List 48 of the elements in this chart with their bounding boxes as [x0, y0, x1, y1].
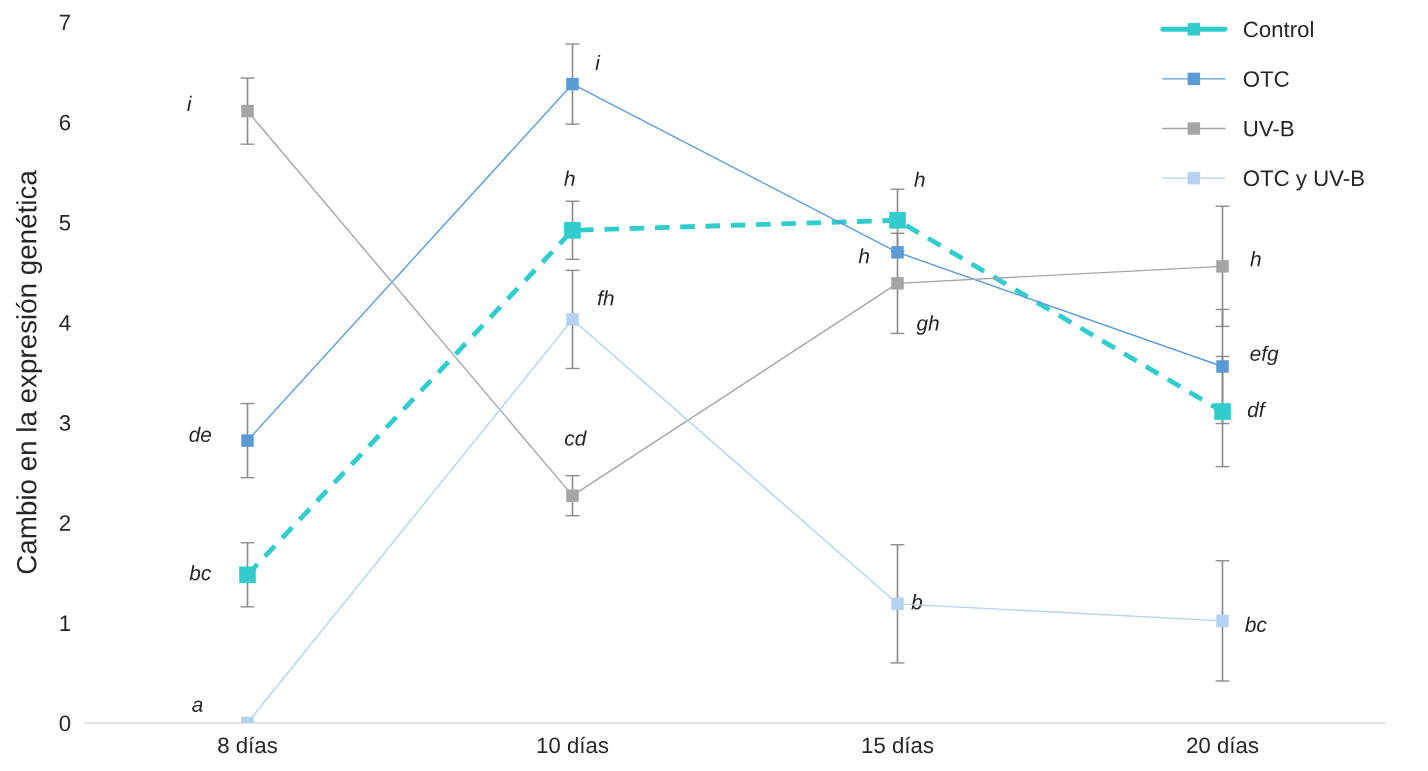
- point: [1216, 360, 1229, 373]
- point: [1216, 260, 1229, 273]
- x-tick-label: 10 días: [537, 736, 609, 754]
- point: [1216, 614, 1229, 628]
- annotation: i: [595, 54, 601, 71]
- annotation: b: [911, 594, 923, 610]
- y-tick-label: 1: [60, 615, 71, 631]
- annotation: h: [858, 248, 870, 264]
- annotation: cd: [564, 430, 587, 446]
- legend-label: Control: [1243, 20, 1313, 38]
- point: [1214, 403, 1231, 420]
- annotation: h: [1250, 251, 1261, 267]
- y-tick-label: 2: [59, 515, 70, 531]
- legend-label: OTC: [1243, 71, 1289, 87]
- point: [566, 313, 579, 326]
- point: [566, 77, 579, 91]
- point: [891, 277, 904, 290]
- annotation: h: [914, 171, 925, 187]
- y-tick-label: 0: [59, 715, 71, 732]
- point: [891, 597, 904, 611]
- annotation: de: [189, 426, 212, 443]
- y-tick-label: 5: [59, 215, 71, 231]
- annotation: gh: [916, 315, 939, 335]
- legend-label: OTC y UV-B: [1243, 170, 1364, 191]
- x-tick-label: 20 días: [1187, 736, 1259, 754]
- annotation: fh: [597, 290, 614, 306]
- legend-label: UV-B: [1244, 120, 1294, 137]
- point: [241, 434, 254, 447]
- point: [241, 104, 254, 118]
- annotation: h: [564, 170, 575, 186]
- annotation: i: [187, 95, 192, 111]
- x-tick-label: 15 días: [862, 736, 934, 754]
- y-axis-title: Cambio en la expresión genética: [15, 170, 43, 574]
- point: [891, 246, 904, 259]
- point: [564, 221, 581, 239]
- y-tick-label: 4: [59, 315, 71, 331]
- annotation: bc: [189, 565, 212, 581]
- y-tick-label: 3: [59, 415, 71, 431]
- annotation: df: [1247, 401, 1267, 418]
- x-tick-label: 8 días: [218, 736, 277, 754]
- point: [566, 489, 579, 502]
- y-tick-label: 6: [59, 114, 71, 131]
- annotation: a: [192, 700, 203, 712]
- point: [239, 566, 256, 584]
- annotation: efg: [1250, 345, 1279, 366]
- y-tick-label: 7: [59, 14, 70, 31]
- point: [889, 211, 906, 229]
- annotation: bc: [1245, 616, 1267, 632]
